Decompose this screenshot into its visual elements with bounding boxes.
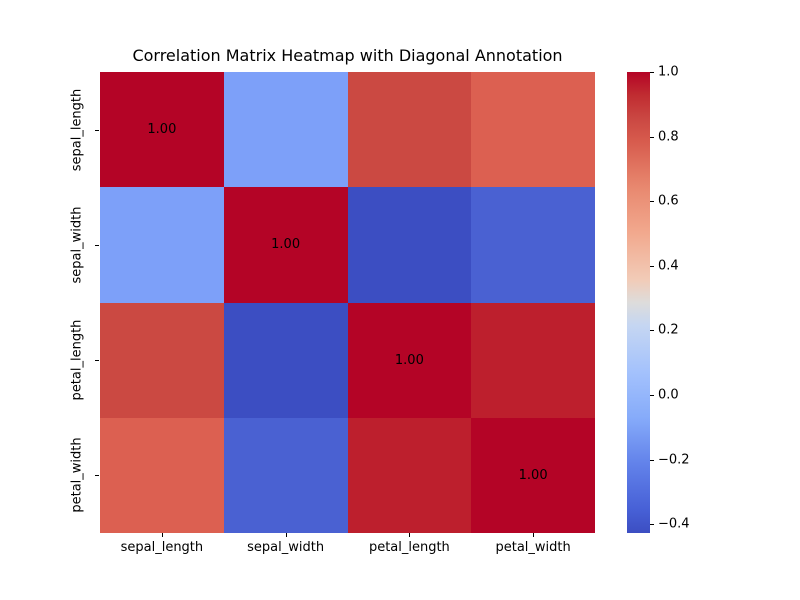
colorbar: [627, 72, 650, 533]
x-tick-label-petal_length: petal_length: [368, 540, 450, 555]
x-tick-mark: [533, 533, 535, 537]
colorbar-tick-label: −0.4: [658, 516, 690, 532]
colorbar-tick-label: −0.2: [658, 452, 690, 468]
cell-annotation: 1.00: [271, 237, 301, 253]
heatmap-cell-petal_width-petal_width: 1.00: [471, 417, 595, 533]
x-tick-label-sepal_length: sepal_length: [120, 540, 204, 555]
y-tick-label-sepal_width: sepal_width: [69, 206, 85, 284]
y-tick-label-sepal_length: sepal_length: [69, 88, 85, 171]
x-tick-mark: [161, 533, 163, 537]
x-tick-label-petal_width: petal_width: [495, 540, 571, 555]
x-tick-mark: [285, 533, 287, 537]
heatmap-cell-sepal_length-petal_width: [471, 72, 595, 188]
cell-annotation: 1.00: [518, 467, 548, 483]
heatmap-grid: 1.00 1.00 1.00 1.00: [100, 72, 595, 533]
y-tick-mark: [95, 475, 99, 477]
heatmap-cell-sepal_width-petal_length: [347, 187, 472, 303]
heatmap-cell-sepal_width-sepal_length: [100, 187, 224, 303]
heatmap-cell-petal_length-petal_length: 1.00: [347, 302, 472, 418]
heatmap-cell-sepal_length-petal_length: [347, 72, 472, 188]
x-tick-label-sepal_width: sepal_width: [247, 540, 325, 555]
heatmap-cell-petal_width-sepal_length: [100, 417, 224, 533]
colorbar-tick-mark: [650, 524, 654, 526]
cell-annotation: 1.00: [394, 352, 424, 368]
heatmap-cell-sepal_width-petal_width: [471, 187, 595, 303]
colorbar-tick-label: 0.2: [658, 322, 679, 338]
heatmap-cell-petal_length-petal_width: [471, 302, 595, 418]
colorbar-tick-mark: [650, 201, 654, 203]
colorbar-tick-mark: [650, 330, 654, 332]
heatmap-cell-sepal_length-sepal_width: [223, 72, 348, 188]
heatmap-cell-petal_length-sepal_width: [223, 302, 348, 418]
y-tick-mark: [95, 244, 99, 246]
y-tick-label-petal_width: petal_width: [69, 437, 85, 514]
colorbar-tick-mark: [650, 72, 654, 73]
cell-annotation: 1.00: [147, 122, 177, 138]
y-tick-label-petal_length: petal_length: [69, 319, 85, 401]
colorbar-tick-label: 0.6: [658, 193, 679, 209]
y-tick-mark: [95, 129, 99, 131]
colorbar-tick-mark: [650, 459, 654, 461]
heatmap-cell-petal_width-petal_length: [347, 417, 472, 533]
x-tick-mark: [409, 533, 411, 537]
colorbar-tick-label: 1.0: [658, 64, 679, 80]
y-tick-mark: [95, 360, 99, 362]
heatmap-cell-sepal_length-sepal_length: 1.00: [100, 72, 224, 188]
colorbar-tick-label: 0.4: [658, 258, 679, 274]
colorbar-tick-label: 0.0: [658, 387, 679, 403]
colorbar-tick-mark: [650, 395, 654, 397]
heatmap-cell-petal_width-sepal_width: [223, 417, 348, 533]
colorbar-tick-mark: [650, 265, 654, 267]
chart-title: Correlation Matrix Heatmap with Diagonal…: [132, 46, 563, 65]
heatmap-cell-petal_length-sepal_length: [100, 302, 224, 418]
colorbar-tick-label: 0.8: [658, 129, 679, 145]
colorbar-tick-mark: [650, 136, 654, 138]
heatmap-cell-sepal_width-sepal_width: 1.00: [223, 187, 348, 303]
